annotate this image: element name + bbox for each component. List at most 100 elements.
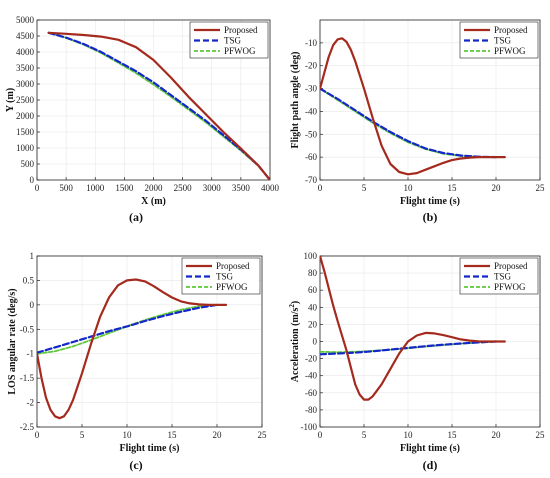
y-tick-label: 3000	[16, 79, 35, 89]
series-line-pfwog	[320, 87, 506, 158]
y-tick-label: 3500	[16, 63, 35, 73]
panel-a: 0 500 1000 1500 2000 2500 3000 3500 4000 0 500 1000…	[5, 15, 280, 224]
y-tick-label: 2500	[16, 95, 35, 105]
x-tick-label: 0	[318, 183, 323, 193]
y-tick-label: 0	[30, 175, 35, 185]
legend-label-pfwog: PFWOG	[494, 46, 526, 56]
legend-label-proposed: Proposed	[494, 25, 528, 35]
plot-frame	[36, 255, 263, 428]
legend-label-proposed: Proposed	[494, 261, 528, 271]
series-line-proposed	[320, 256, 506, 401]
x-tick-label: 5	[362, 430, 367, 440]
x-axis-label: Flight time (s)	[120, 443, 180, 454]
legend-label-tsg: TSG	[494, 272, 512, 282]
y-tick-label: -40	[305, 106, 317, 116]
y-axis-label: Y (m)	[5, 88, 16, 112]
y-tick-label: -100	[301, 422, 318, 432]
panel-caption: (b)	[423, 210, 438, 224]
y-tick-label: -0.5	[20, 324, 35, 334]
x-tick-label: 500	[59, 183, 73, 193]
y-tick-label: 1000	[16, 143, 35, 153]
legend-label-pfwog: PFWOG	[224, 46, 256, 56]
panel-c: 0 5 10 15 20 25 -2.5 -2 -1.5 -1 -0.5 0 0.5 1 Flight ti…	[7, 251, 267, 472]
series-line-proposed	[47, 31, 270, 180]
y-tick-label: 0	[30, 300, 35, 310]
y-tick-label: 5000	[16, 15, 35, 25]
x-tick-label: 10	[404, 430, 414, 440]
y-tick-label: -60	[305, 388, 317, 398]
series-line-tsg	[37, 303, 219, 354]
legend-label-tsg: TSG	[494, 36, 512, 46]
y-tick-label: 0.5	[23, 275, 35, 285]
panel-d: 0 5 10 15 20 25 -100 -80 -60 -40 -20 0 20 40 60 80 100 Fl…	[288, 251, 545, 472]
legend-label-proposed: Proposed	[216, 261, 250, 271]
y-axis-label-main: Acceleration (m/s	[290, 307, 301, 382]
legend-label-tsg: TSG	[224, 36, 242, 46]
y-axis-label: Flight path angle (deg)	[290, 52, 301, 149]
x-tick-label: 0	[318, 430, 323, 440]
x-axis-label: X (m)	[141, 196, 166, 207]
y-tick-label: -1	[27, 349, 35, 359]
series-line-tsg	[320, 87, 498, 159]
y-tick-label: -50	[305, 129, 317, 139]
x-tick-label: 15	[168, 430, 178, 440]
y-tick-label: -30	[305, 84, 317, 94]
x-tick-label: 20	[492, 183, 502, 193]
x-tick-label: 25	[258, 430, 268, 440]
x-axis-label: Flight time (s)	[400, 443, 460, 454]
y-axis-label-tail: )	[290, 301, 301, 304]
series-line-tsg	[320, 340, 498, 356]
x-tick-label: 20	[213, 430, 223, 440]
plot-frame	[319, 19, 541, 181]
y-tick-label: 40	[308, 302, 318, 312]
x-tick-label: 10	[123, 430, 133, 440]
series-line-tsg	[47, 31, 270, 180]
x-tick-label: 25	[536, 430, 546, 440]
panel-caption: (c)	[129, 458, 142, 472]
y-tick-label: -70	[305, 175, 317, 185]
y-tick-label: 20	[308, 319, 318, 329]
x-tick-label: 15	[448, 430, 458, 440]
panel-caption: (a)	[129, 210, 143, 224]
legend-label-proposed: Proposed	[224, 25, 258, 35]
x-tick-label: 5	[80, 430, 85, 440]
series-line-proposed	[320, 37, 506, 176]
y-tick-label: 4000	[16, 47, 35, 57]
y-tick-label: 100	[304, 251, 318, 261]
y-tick-label: -20	[305, 354, 317, 364]
y-tick-label: -40	[305, 371, 317, 381]
legend-label-tsg: TSG	[216, 272, 234, 282]
x-tick-label: 0	[35, 183, 40, 193]
y-axis-label: Acceleration (m/s2)	[288, 301, 301, 383]
y-axis-label: LOS angular rate (deg/s)	[7, 288, 18, 394]
y-tick-label: -10	[305, 38, 317, 48]
x-tick-label: 3000	[203, 183, 222, 193]
x-tick-label: 1000	[86, 183, 105, 193]
y-tick-label: 1500	[16, 127, 35, 137]
x-tick-label: 2500	[174, 183, 193, 193]
y-tick-label: -2.5	[20, 422, 35, 432]
panel-b: 0 5 10 15 20 25 -70 -60 -50 -40 -30 -20 -10 Flight ti…	[290, 19, 546, 224]
x-tick-label: 1500	[115, 183, 134, 193]
y-tick-label: 60	[308, 285, 318, 295]
x-tick-label: 5	[362, 183, 367, 193]
y-tick-label: 80	[308, 268, 318, 278]
y-tick-label: -80	[305, 405, 317, 415]
x-tick-label: 20	[492, 430, 502, 440]
y-tick-label: 0	[313, 337, 318, 347]
y-tick-label: -2	[27, 398, 35, 408]
x-tick-label: 15	[448, 183, 458, 193]
legend-label-pfwog: PFWOG	[494, 282, 526, 292]
y-tick-label: 500	[21, 159, 35, 169]
y-tick-label: 2000	[16, 111, 35, 121]
x-tick-label: 25	[536, 183, 546, 193]
x-tick-label: 0	[35, 430, 40, 440]
x-tick-label: 10	[404, 183, 414, 193]
y-tick-label: 1	[30, 251, 35, 261]
y-axis-label-superscript: 2	[288, 304, 296, 308]
x-axis-label: Flight time (s)	[400, 196, 460, 207]
